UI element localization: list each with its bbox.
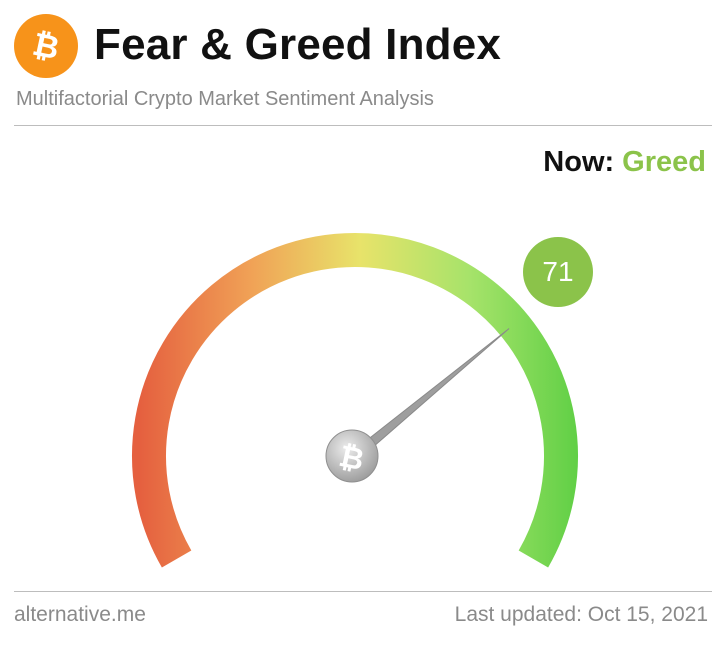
bitcoin-logo-icon: ₿ <box>14 14 78 78</box>
source-link[interactable]: alternative.me <box>14 603 146 626</box>
last-updated: Last updated: Oct 15, 2021 <box>454 603 708 626</box>
gauge-needle <box>351 328 510 461</box>
value-badge: 71 <box>523 237 593 307</box>
header: ₿ Fear & Greed Index Multifactorial Cryp… <box>14 14 714 114</box>
header-divider <box>14 125 712 126</box>
current-status: Now: Greed <box>543 146 706 179</box>
now-label: Now: <box>543 146 615 178</box>
page-subtitle: Multifactorial Crypto Market Sentiment A… <box>16 88 434 110</box>
classification-label: Greed <box>622 146 706 178</box>
gauge-arc <box>132 233 578 568</box>
fear-greed-gauge: ₿ <box>132 233 578 568</box>
page-title: Fear & Greed Index <box>94 20 502 69</box>
gauge-hub: ₿ <box>325 429 379 483</box>
footer-divider <box>14 591 712 592</box>
